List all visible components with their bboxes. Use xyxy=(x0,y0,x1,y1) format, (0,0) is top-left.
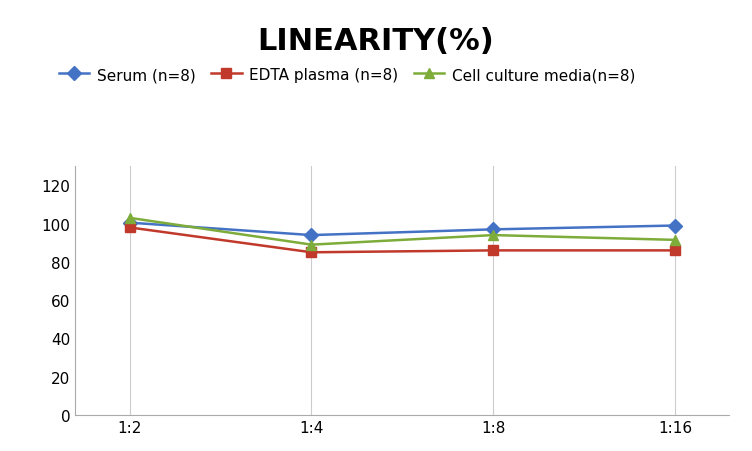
Serum (n=8) xyxy=(489,227,498,233)
EDTA plasma (n=8) xyxy=(125,225,134,230)
Serum (n=8) xyxy=(307,233,316,238)
EDTA plasma (n=8) xyxy=(307,250,316,255)
Cell culture media(n=8) xyxy=(489,233,498,238)
Serum (n=8) xyxy=(671,223,680,229)
Serum (n=8) xyxy=(125,221,134,226)
Line: Serum (n=8): Serum (n=8) xyxy=(125,218,680,240)
EDTA plasma (n=8) xyxy=(671,248,680,253)
Line: EDTA plasma (n=8): EDTA plasma (n=8) xyxy=(125,223,680,258)
Line: Cell culture media(n=8): Cell culture media(n=8) xyxy=(125,213,680,250)
Cell culture media(n=8) xyxy=(307,242,316,248)
Cell culture media(n=8) xyxy=(671,238,680,243)
Text: LINEARITY(%): LINEARITY(%) xyxy=(258,27,494,56)
EDTA plasma (n=8) xyxy=(489,248,498,253)
Cell culture media(n=8) xyxy=(125,216,134,221)
Legend: Serum (n=8), EDTA plasma (n=8), Cell culture media(n=8): Serum (n=8), EDTA plasma (n=8), Cell cul… xyxy=(53,62,641,89)
